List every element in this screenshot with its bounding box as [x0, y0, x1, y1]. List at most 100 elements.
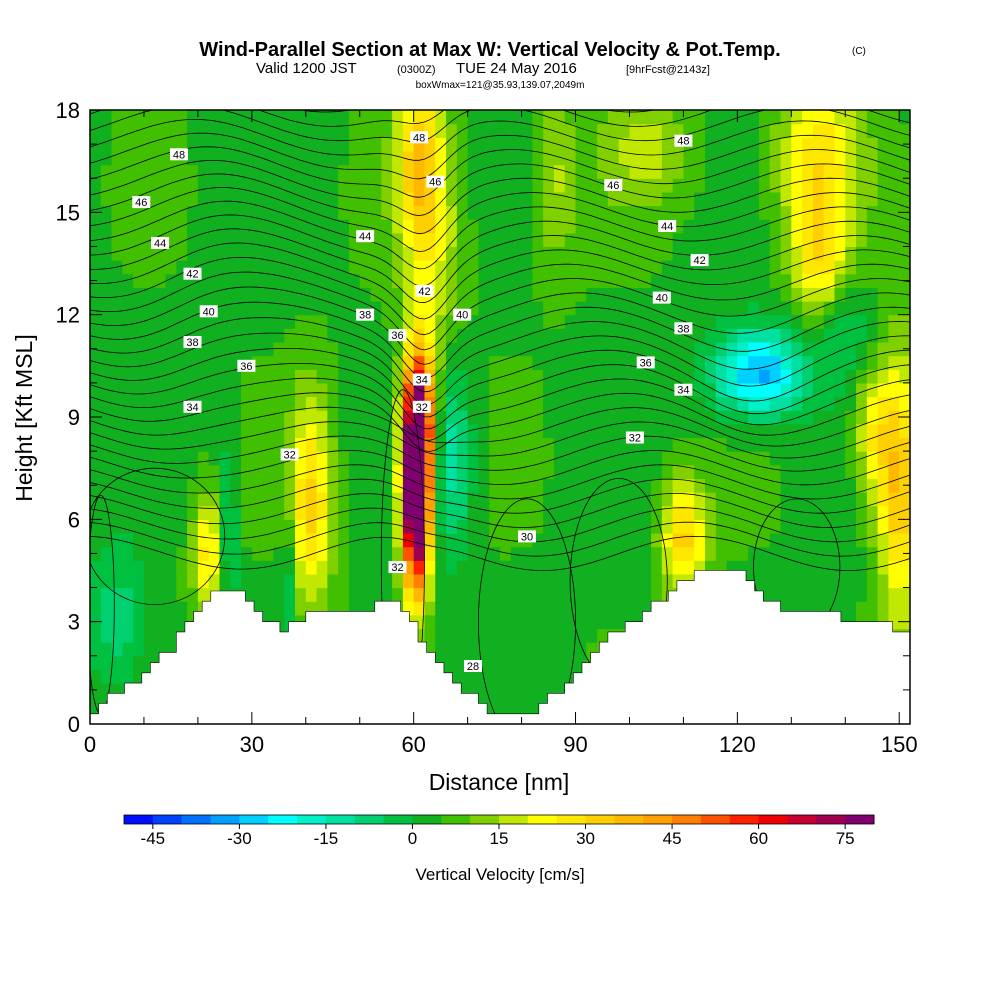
- w-cell: [597, 628, 609, 643]
- w-cell: [284, 601, 296, 616]
- w-cell: [769, 232, 782, 248]
- w-cell: [413, 246, 426, 261]
- w-cell: [446, 205, 458, 220]
- w-cell: [661, 532, 674, 548]
- w-cell: [338, 410, 350, 425]
- w-cell: [413, 410, 426, 425]
- w-cell: [705, 260, 717, 275]
- w-cell: [478, 410, 490, 425]
- w-cell: [284, 355, 296, 370]
- w-cell: [500, 232, 512, 248]
- w-cell: [456, 655, 469, 671]
- w-cell: [758, 260, 771, 275]
- w-cell: [413, 123, 426, 138]
- w-cell: [597, 355, 609, 370]
- w-cell: [413, 560, 426, 575]
- w-cell: [553, 437, 566, 452]
- w-cell: [532, 628, 544, 643]
- w-cell: [597, 410, 609, 425]
- w-cell: [500, 287, 512, 302]
- w-cell: [543, 150, 555, 166]
- w-cell: [402, 273, 415, 288]
- w-cell: [305, 519, 318, 534]
- w-cell: [230, 137, 242, 152]
- w-cell: [683, 560, 695, 575]
- w-cell: [877, 560, 890, 575]
- w-cell: [143, 355, 156, 370]
- w-cell: [640, 246, 652, 261]
- w-cell: [478, 150, 490, 166]
- w-cell: [586, 532, 598, 548]
- w-cell: [435, 287, 447, 302]
- w-cell: [305, 369, 318, 384]
- w-cell: [629, 219, 641, 234]
- w-cell: [295, 301, 307, 316]
- w-cell: [758, 560, 771, 575]
- w-cell: [295, 219, 307, 234]
- w-cell: [489, 410, 501, 425]
- w-cell: [564, 232, 577, 248]
- w-cell: [672, 532, 685, 548]
- w-cell: [553, 232, 566, 248]
- w-cell: [284, 246, 296, 261]
- w-cell: [284, 505, 296, 520]
- w-cell: [467, 492, 480, 507]
- w-cell: [532, 532, 544, 548]
- w-cell: [553, 532, 566, 548]
- w-cell: [316, 205, 328, 220]
- w-cell: [467, 369, 480, 384]
- w-cell: [176, 328, 188, 343]
- w-cell: [661, 328, 674, 343]
- w-cell: [629, 451, 641, 466]
- w-cell: [100, 191, 113, 207]
- w-cell: [683, 164, 695, 179]
- w-cell: [532, 546, 544, 561]
- w-cell: [791, 150, 803, 166]
- w-cell: [575, 341, 587, 357]
- w-cell: [575, 355, 587, 370]
- w-cell: [553, 260, 566, 275]
- w-cell: [381, 478, 393, 493]
- w-cell: [446, 396, 458, 411]
- w-cell: [510, 123, 523, 138]
- w-cell: [500, 669, 512, 684]
- w-cell: [866, 410, 879, 425]
- w-cell: [413, 137, 426, 152]
- w-cell: [866, 178, 879, 193]
- w-cell: [370, 110, 382, 125]
- w-cell: [510, 301, 523, 316]
- w-cell: [402, 164, 415, 179]
- w-cell: [575, 246, 587, 261]
- w-cell: [348, 301, 361, 316]
- w-cell: [273, 164, 285, 179]
- w-cell: [327, 178, 339, 193]
- w-cell: [640, 314, 652, 329]
- w-cell: [597, 328, 609, 343]
- w-cell: [586, 232, 598, 248]
- w-cell: [133, 505, 145, 520]
- w-cell: [413, 314, 426, 329]
- w-cell: [435, 437, 447, 452]
- w-cell: [618, 369, 631, 384]
- w-cell: [683, 505, 695, 520]
- w-cell: [705, 301, 717, 316]
- w-cell: [478, 123, 490, 138]
- w-cell: [823, 219, 836, 234]
- w-cell: [370, 546, 382, 561]
- w-cell: [823, 478, 836, 493]
- colorbar-swatch: [672, 815, 702, 824]
- w-cell: [402, 519, 415, 534]
- w-cell: [402, 410, 415, 425]
- contour-label-box: [674, 134, 693, 147]
- contour-label: 38: [674, 322, 693, 335]
- w-cell: [553, 137, 566, 152]
- w-cell: [888, 246, 900, 261]
- w-cell: [456, 341, 469, 357]
- w-cell: [629, 314, 641, 329]
- w-cell: [489, 260, 501, 275]
- w-cell: [661, 110, 674, 125]
- w-cell: [424, 205, 436, 220]
- w-cell: [230, 314, 242, 329]
- w-cell: [899, 150, 910, 166]
- w-cell: [500, 341, 512, 357]
